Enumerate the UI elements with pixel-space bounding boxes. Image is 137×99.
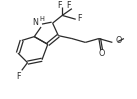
Text: H: H	[40, 16, 44, 22]
Text: F: F	[78, 14, 82, 23]
Text: F: F	[17, 72, 21, 81]
Text: F: F	[67, 1, 71, 10]
Text: O: O	[115, 36, 122, 45]
Text: F: F	[57, 1, 62, 10]
Text: O: O	[99, 50, 105, 59]
Text: N: N	[32, 18, 38, 27]
